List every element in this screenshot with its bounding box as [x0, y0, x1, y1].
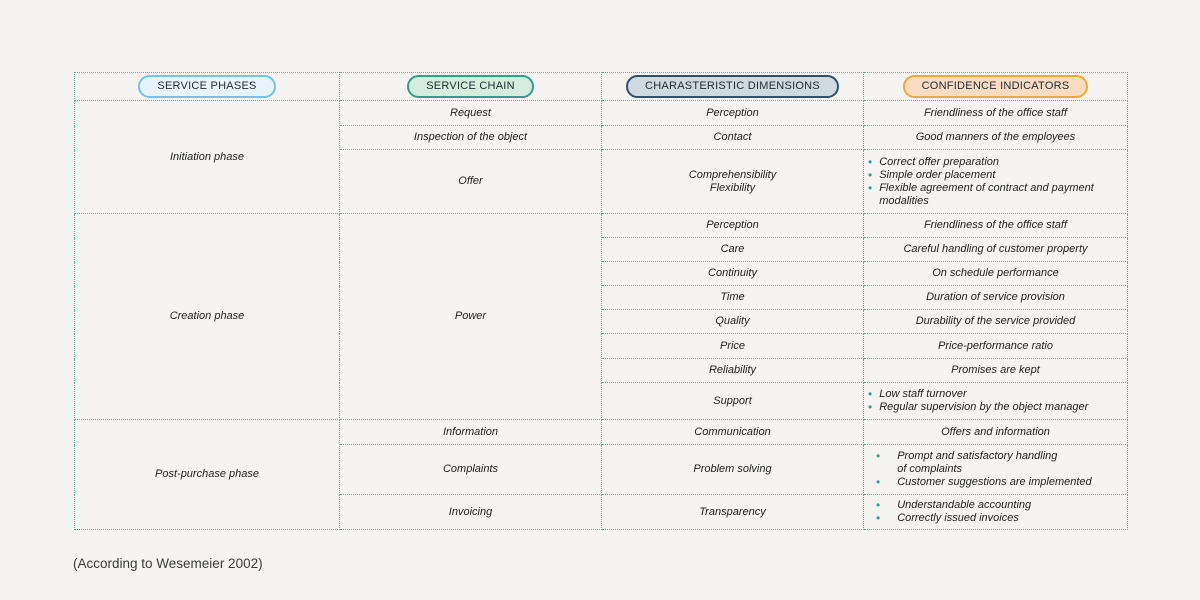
indicator-bullet-item: • Regular supervision by the object mana…	[868, 401, 1123, 414]
chain-cell: Inspection of the object	[339, 125, 602, 150]
indicator-bullet-text: Understandable accounting	[897, 499, 1032, 511]
dimension-cell: Continuity	[601, 261, 864, 286]
indicator-cell: Price-performance ratio	[863, 333, 1128, 359]
indicator-cell: • Prompt and satisfactory handling of co…	[863, 444, 1128, 495]
indicator-bullet-text: Customer suggestions are implemented	[897, 476, 1092, 488]
indicator-bullet-text: Low staff turnover	[879, 388, 967, 400]
chain-cell: Invoicing	[339, 494, 602, 530]
indicator-cell: Duration of service provision	[863, 285, 1128, 310]
phase-cell-post-purchase: Post-purchase phase	[74, 419, 340, 530]
dimension-cell: Comprehensibility Flexibility	[601, 149, 864, 214]
indicator-cell: Promises are kept	[863, 358, 1128, 383]
header-pill-characteristic-dimensions: CHARASTERISTIC DIMENSIONS	[626, 75, 839, 98]
header-pill-service-chain: SERVICE CHAIN	[407, 75, 534, 98]
indicator-bullet-text: Flexible agreement of contract and payme…	[879, 181, 1094, 207]
indicator-bullet-item: • Correct offer preparation	[868, 154, 1123, 169]
indicator-cell: • Low staff turnover • Regular supervisi…	[863, 382, 1128, 420]
header-pill-service-phases: SERVICE PHASES	[138, 75, 276, 98]
indicator-bullet-item: • Prompt and satisfactory handling of co…	[868, 450, 1123, 476]
dimension-cell: Price	[601, 333, 864, 359]
dimension-cell: Time	[601, 285, 864, 310]
bullet-icon: •	[868, 180, 873, 195]
chain-cell: Information	[339, 419, 602, 445]
dimension-cell: Support	[601, 382, 864, 420]
header-cell-service-chain: SERVICE CHAIN	[339, 72, 602, 101]
dimension-line-1: Comprehensibility	[688, 168, 777, 181]
indicator-bullet-text: Regular supervision by the object manage…	[879, 401, 1089, 413]
indicator-bullet-item: • Low staff turnover	[868, 388, 1123, 401]
chain-cell: Offer	[339, 149, 602, 214]
dimension-cell: Perception	[601, 213, 864, 238]
header-cell-service-phases: SERVICE PHASES	[74, 72, 340, 101]
dimension-line-2: Flexibility	[709, 181, 756, 194]
bullet-icon: •	[876, 498, 881, 512]
dimension-cell: Perception	[601, 100, 864, 126]
phase-cell-creation: Creation phase	[74, 213, 340, 420]
source-attribution: (According to Wesemeier 2002)	[73, 556, 263, 571]
indicator-cell: On schedule performance	[863, 261, 1128, 286]
dimension-cell: Quality	[601, 309, 864, 334]
bullet-icon: •	[868, 154, 873, 169]
dimension-cell: Transparency	[601, 494, 864, 530]
phase-cell-initiation: Initiation phase	[74, 100, 340, 214]
indicator-bullet-text: Correctly issued invoices	[897, 512, 1019, 524]
header-cell-confidence-indicators: CONFIDENCE INDICATORS	[863, 72, 1128, 101]
chain-cell: Request	[339, 100, 602, 126]
header-cell-characteristic-dimensions: CHARASTERISTIC DIMENSIONS	[601, 72, 864, 101]
indicator-cell: • Understandable accounting • Correctly …	[863, 494, 1128, 530]
indicator-bullet-item: • Customer suggestions are implemented	[868, 476, 1123, 489]
chain-cell: Complaints	[339, 444, 602, 495]
indicator-cell: Durability of the service provided	[863, 309, 1128, 334]
dimension-cell: Communication	[601, 419, 864, 445]
indicator-cell: Careful handling of customer property	[863, 237, 1128, 262]
indicator-bullet-item: • Understandable accounting	[868, 499, 1123, 512]
bullet-icon: •	[868, 400, 873, 414]
header-pill-confidence-indicators: CONFIDENCE INDICATORS	[902, 75, 1089, 98]
dimension-cell: Reliability	[601, 358, 864, 383]
indicator-cell: Good manners of the employees	[863, 125, 1128, 150]
indicator-bullet-text: Simple order placement	[879, 168, 996, 181]
service-quality-table: SERVICE PHASES SERVICE CHAIN CHARASTERIS…	[74, 72, 1128, 530]
bullet-icon: •	[876, 475, 881, 489]
indicator-bullet-text: Prompt and satisfactory handling of comp…	[897, 450, 1058, 475]
indicator-bullet-text: Correct offer preparation	[879, 155, 1000, 168]
dimension-cell: Contact	[601, 125, 864, 150]
indicator-cell: Friendliness of the office staff	[863, 213, 1128, 238]
dimension-cell: Care	[601, 237, 864, 262]
dimension-cell: Problem solving	[601, 444, 864, 495]
bullet-icon: •	[876, 511, 881, 525]
indicator-bullet-item: • Simple order placement	[868, 167, 1123, 182]
bullet-icon: •	[876, 449, 881, 463]
bullet-icon: •	[868, 387, 873, 401]
indicator-bullet-item: • Correctly issued invoices	[868, 512, 1123, 525]
bullet-icon: •	[868, 167, 873, 182]
indicator-bullet-item: • Flexible agreement of contract and pay…	[868, 180, 1123, 208]
indicator-cell: Offers and information	[863, 419, 1128, 445]
indicator-cell: Friendliness of the office staff	[863, 100, 1128, 126]
chain-cell-power: Power	[339, 213, 602, 420]
indicator-cell: • Correct offer preparation • Simple ord…	[863, 149, 1128, 214]
